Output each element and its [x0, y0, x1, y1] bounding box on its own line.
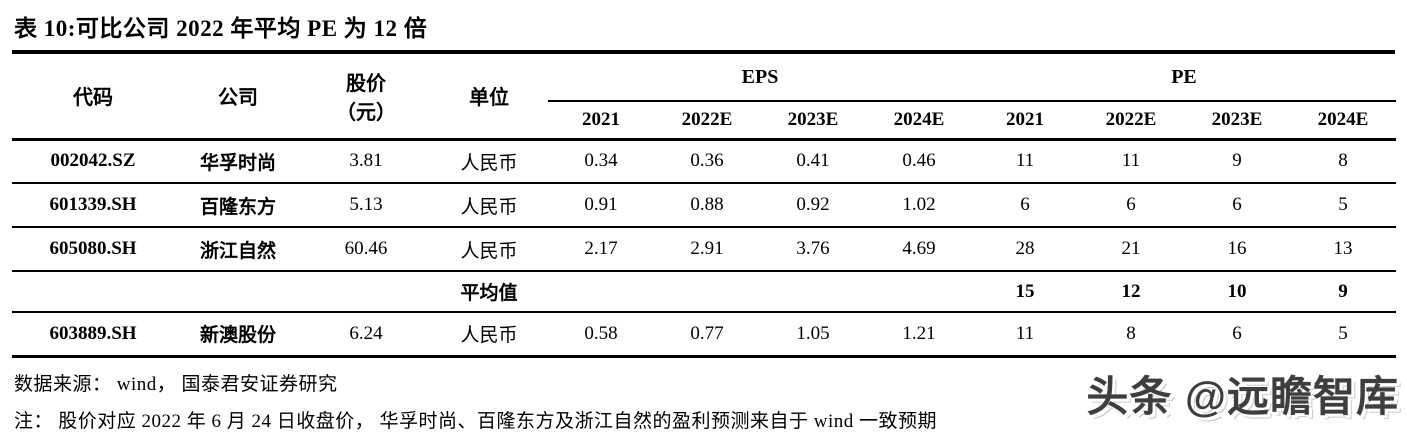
header-pe-2022e: 2022E — [1105, 108, 1157, 130]
eps-value: 0.36 — [690, 150, 724, 172]
table-row: 002042.SZ 华孚时尚 3.81 人民币 0.34 0.36 0.41 0… — [12, 139, 1396, 183]
header-code: 代码 — [73, 87, 113, 110]
eps-value: 4.69 — [902, 238, 936, 259]
pe-value: 11 — [1015, 322, 1035, 344]
company-name: 百隆东方 — [199, 196, 276, 218]
pe-value: 8 — [1126, 322, 1136, 344]
pe-value: 5 — [1338, 194, 1348, 215]
pe-value: 21 — [1121, 238, 1141, 259]
header-eps-2023e: 2023E — [787, 108, 839, 130]
eps-value: 0.41 — [796, 150, 830, 172]
pe-value: 6 — [1232, 194, 1242, 215]
company-name: 华孚时尚 — [199, 152, 276, 174]
header-price-line1: 股价 — [346, 72, 386, 95]
comparable-companies-table: 代码 公司 股价 （元） 单位 EPS PE 2021 2022E 2023E … — [12, 54, 1396, 358]
company-name: 浙江自然 — [199, 240, 276, 262]
stock-price: 6.24 — [349, 322, 383, 344]
eps-value: 0.77 — [690, 322, 724, 344]
eps-value: 2.91 — [690, 238, 724, 259]
currency-unit: 人民币 — [460, 240, 518, 262]
watermark-toutiao-yuanzhan: 头条 @远瞻智库 — [1086, 373, 1399, 420]
header-company: 公司 — [218, 87, 258, 110]
header-pe-2023e: 2023E — [1211, 108, 1263, 130]
pe-value: 16 — [1227, 238, 1247, 259]
currency-unit: 人民币 — [460, 152, 518, 174]
pe-value: 28 — [1015, 238, 1035, 259]
header-pe-group: PE — [972, 54, 1396, 102]
header-price: 股价 （元） — [302, 54, 430, 139]
stock-code: 002042.SZ — [50, 150, 136, 172]
eps-value: 1.21 — [902, 322, 936, 344]
header-row-years: 2021 2022E 2023E 2024E 2021 2022E 2023E … — [12, 101, 1396, 139]
eps-value: 1.02 — [902, 194, 936, 215]
eps-value: 0.88 — [690, 194, 724, 215]
header-row-groups: 代码 公司 股价 （元） 单位 EPS PE — [12, 54, 1396, 124]
average-pe-value: 10 — [1227, 280, 1247, 302]
header-unit: 单位 — [469, 87, 509, 110]
header-pe-2024e: 2024E — [1317, 108, 1369, 130]
average-pe-value: 15 — [1015, 280, 1035, 302]
company-name: 新澳股份 — [199, 325, 276, 347]
table-row: 605080.SH 浙江自然 60.46 人民币 2.17 2.91 3.76 … — [12, 227, 1396, 271]
currency-unit: 人民币 — [460, 325, 518, 347]
pe-value: 13 — [1333, 238, 1353, 259]
pe-value: 8 — [1338, 150, 1348, 172]
data-source-note: 数据来源： wind， 国泰君安证券研究 — [14, 373, 338, 395]
average-row: 平均值 15 12 10 9 — [12, 271, 1396, 312]
header-price-line2: （元） — [336, 101, 396, 124]
eps-value: 0.34 — [584, 150, 618, 172]
header-eps-2021: 2021 — [582, 108, 620, 130]
eps-value: 0.91 — [584, 194, 618, 215]
header-eps-2024e: 2024E — [893, 108, 945, 130]
pe-value: 6 — [1020, 194, 1030, 215]
pe-value: 6 — [1232, 322, 1242, 344]
average-pe-value: 12 — [1121, 280, 1141, 302]
stock-code: 601339.SH — [49, 194, 137, 215]
pe-value: 11 — [1121, 150, 1141, 172]
currency-unit: 人民币 — [460, 196, 518, 218]
table-title: 表 10:可比公司 2022 年平均 PE 为 12 倍 — [12, 7, 1395, 54]
eps-value: 0.46 — [902, 150, 936, 172]
average-pe-value: 9 — [1338, 280, 1348, 302]
stock-price: 60.46 — [344, 238, 388, 259]
pe-value: 6 — [1126, 194, 1136, 215]
stock-code: 603889.SH — [49, 322, 137, 344]
pe-value: 11 — [1015, 150, 1035, 172]
pe-value: 5 — [1338, 322, 1348, 344]
footnote: 注： 股价对应 2022 年 6 月 24 日收盘价， 华孚时尚、百隆东方及浙江… — [14, 410, 938, 432]
header-eps-2022e: 2022E — [681, 108, 733, 130]
table-row: 601339.SH 百隆东方 5.13 人民币 0.91 0.88 0.92 1… — [12, 183, 1396, 227]
header-pe-2021: 2021 — [1006, 108, 1044, 130]
eps-value: 0.92 — [796, 194, 830, 215]
eps-value: 1.05 — [796, 322, 830, 344]
eps-value: 0.58 — [584, 322, 618, 344]
header-eps-group: EPS — [548, 54, 972, 102]
stock-price: 3.81 — [349, 150, 383, 172]
average-label: 平均值 — [460, 283, 518, 304]
table-row: 603889.SH 新澳股份 6.24 人民币 0.58 0.77 1.05 1… — [12, 312, 1396, 356]
eps-value: 2.17 — [584, 238, 618, 259]
stock-price: 5.13 — [349, 194, 383, 215]
pe-value: 9 — [1232, 150, 1242, 172]
stock-code: 605080.SH — [49, 238, 137, 259]
eps-value: 3.76 — [796, 238, 830, 259]
